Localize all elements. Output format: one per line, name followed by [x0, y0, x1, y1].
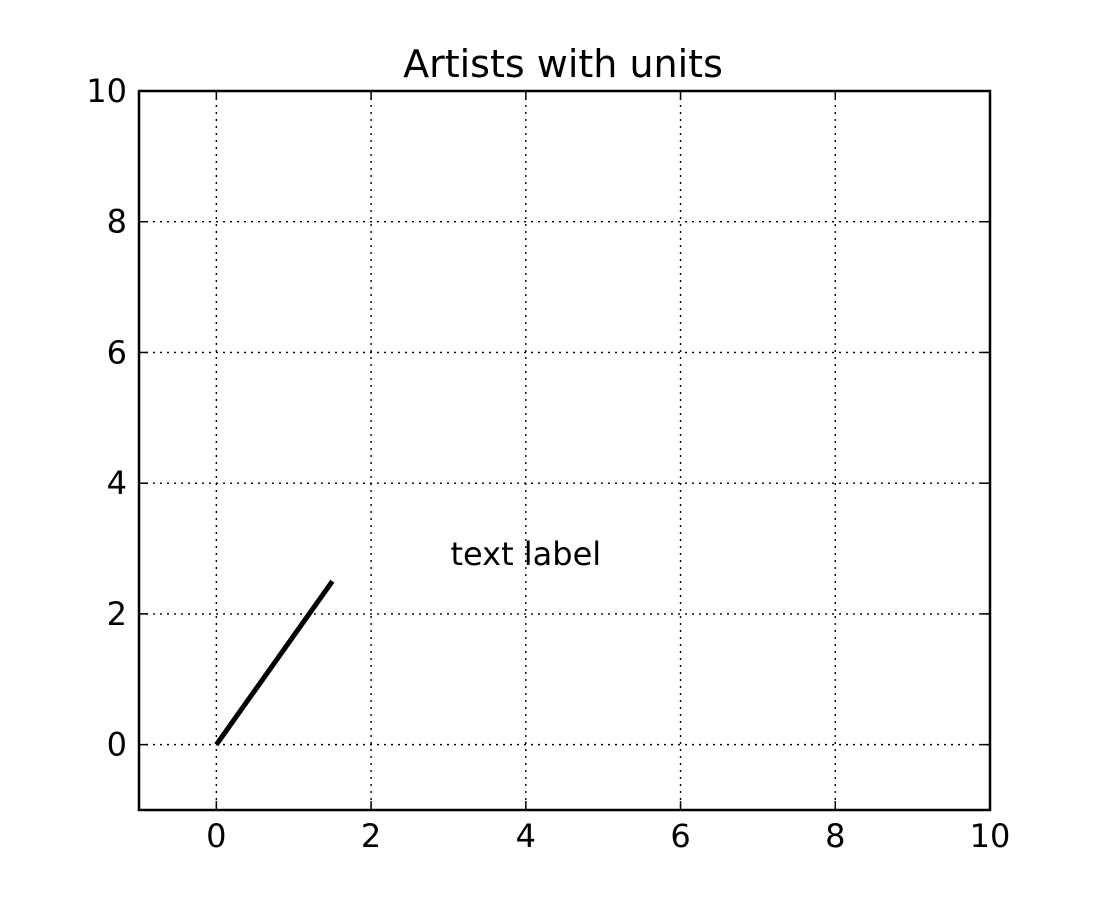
series-line	[214, 579, 335, 747]
x-tick-label: 2	[361, 817, 381, 855]
x-tick-label: 6	[670, 817, 690, 855]
x-tick-label: 8	[825, 817, 845, 855]
y-tick-label: 8	[107, 203, 127, 241]
y-tick-label: 10	[86, 72, 127, 110]
y-tick-label: 0	[107, 726, 127, 764]
y-tick-label: 4	[107, 464, 127, 502]
axis-ticks: 0 2 4 6 8 10 0 2 4 6 8 10	[86, 72, 1010, 855]
y-tick-label: 2	[107, 595, 127, 633]
y-tick-label: 6	[107, 333, 127, 371]
chart-title: Artists with units	[403, 42, 723, 86]
x-tick-label: 10	[970, 817, 1011, 855]
x-tick-label: 0	[206, 817, 226, 855]
annotation-text-label: text label	[450, 535, 601, 573]
annotations: text label	[450, 535, 601, 573]
plot-series	[214, 579, 335, 747]
x-tick-label: 4	[516, 817, 536, 855]
plot-frame	[137, 89, 992, 812]
